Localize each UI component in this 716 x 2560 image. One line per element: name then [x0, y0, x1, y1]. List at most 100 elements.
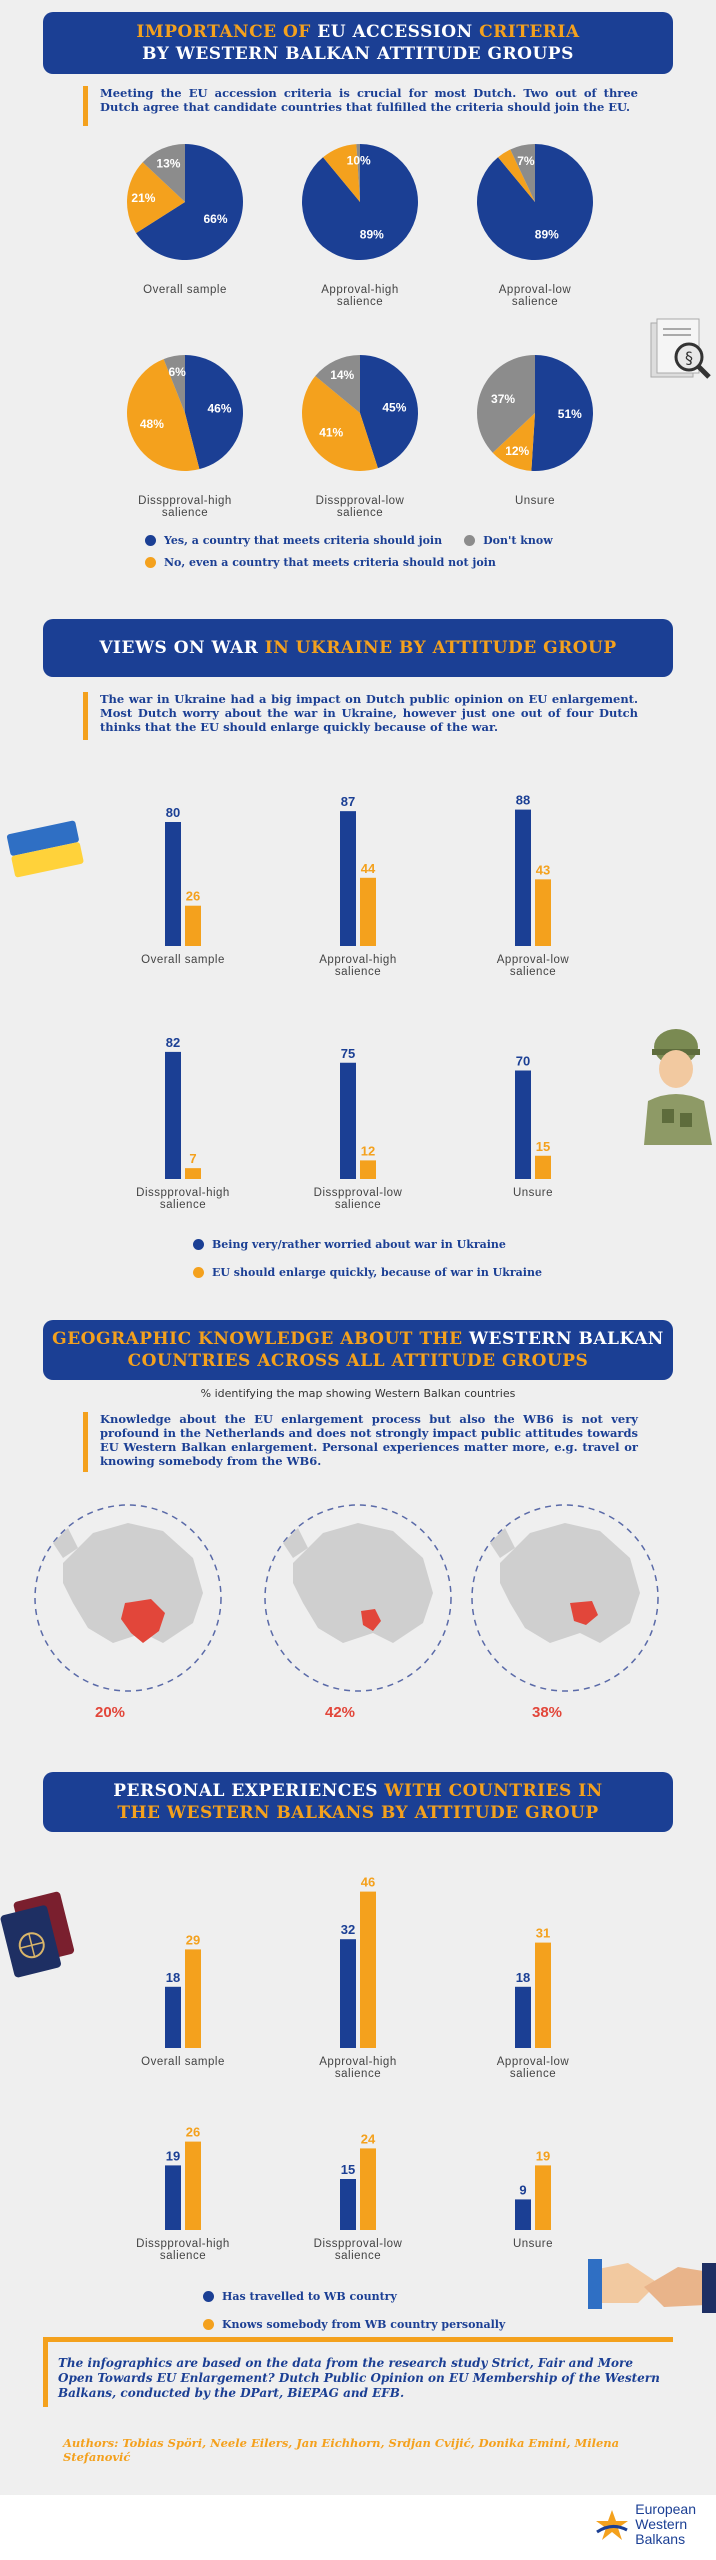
bar-value-label: 19 [166, 2148, 180, 2163]
document-magnifier-icon: § [650, 318, 711, 379]
experience-legend: Has travelled to WB country Knows somebo… [203, 2285, 603, 2335]
legend-no-swatch [145, 556, 156, 568]
bar-pair: 87 44 [340, 794, 376, 946]
section2-title-b: IN UKRAINE BY ATTITUDE GROUP [264, 638, 617, 658]
bar-value-label: 26 [186, 2125, 200, 2140]
footer-note: The infographics are based on the data f… [43, 2337, 673, 2407]
bar-category-label: Approval-high [319, 2056, 397, 2068]
bar-value-label: 26 [186, 889, 200, 904]
section3-title-c: COUNTRIES ACROSS ALL ATTITUDE GROUPS [127, 1351, 589, 1371]
pie-slice-label: 48% [140, 417, 164, 431]
section2-title-a: VIEWS ON WAR [99, 638, 265, 658]
footer-note-c: , conducted by the DPart, BiEPAG and EFB… [112, 2386, 405, 2400]
pie-slice-dontknow [356, 144, 360, 202]
bar-value-label: 75 [341, 1046, 355, 1061]
logo-line3: Balkans [635, 2531, 686, 2547]
pie-chart: 51% 12% 37% [477, 355, 594, 471]
pie-slice-label: 37% [491, 392, 515, 406]
pie-slice-yes [185, 355, 243, 470]
section1-title-a: IMPORTANCE OF [136, 22, 318, 42]
bar-knows [535, 2165, 551, 2230]
bar-enlarge [185, 1168, 201, 1179]
pie-slice-no [323, 144, 360, 202]
pie-slice-label: 7% [517, 154, 535, 168]
pie-slice-no [498, 149, 535, 202]
bar-knows [185, 1949, 201, 2048]
pie-slice-no [302, 376, 378, 471]
pie-slice-yes [531, 355, 594, 471]
pie-category-label: Overall sample [143, 284, 227, 296]
europe-map [34, 1504, 222, 1692]
section1-title-d: BY WESTERN BALKAN ATTITUDE GROUPS [142, 44, 574, 64]
legend-yes-swatch [145, 534, 156, 546]
pie-slice-label: 21% [131, 191, 155, 205]
pie-slice-no [127, 162, 185, 234]
svg-text:§: § [685, 348, 693, 367]
legend-no-label: No, even a country that meets criteria s… [164, 555, 496, 569]
bar-enlarge [535, 879, 551, 946]
legend-dontknow-label: Don't know [483, 533, 553, 547]
bar-knows [535, 1942, 551, 2048]
bar-value-label: 15 [536, 1139, 550, 1154]
footer-authors: Authors: Tobias Spöri, Neele Eilers, Jan… [63, 2436, 620, 2464]
bar-value-label: 70 [516, 1054, 530, 1069]
europe-landmass [63, 1523, 203, 1643]
bar-value-label: 24 [361, 2131, 376, 2146]
bar-category-label: Unsure [512, 1187, 554, 1199]
ukraine-flag-icon [6, 820, 84, 878]
pie-slice-yes [136, 144, 243, 260]
pie-slice-label: 10% [347, 153, 371, 167]
balkan-highlight [361, 1609, 381, 1631]
legend-dontknow-swatch [464, 534, 476, 546]
bar-enlarge [535, 1155, 551, 1179]
pie-chart: 89% 10% [302, 144, 418, 260]
uk-landmass [283, 1528, 308, 1558]
bar-worried [340, 811, 356, 946]
map-percentage: 42% [324, 1704, 356, 1721]
bar-pair: 75 12 [340, 1046, 376, 1179]
pie-slice-label: 66% [203, 212, 227, 226]
bar-worried [515, 1070, 531, 1179]
pie-slice-label: 45% [382, 401, 406, 415]
bar-worried [515, 809, 531, 946]
europe-map [264, 1504, 452, 1692]
uk-landmass [490, 1528, 515, 1558]
footer-note-a: The infographics are based on the data f… [58, 2356, 492, 2370]
section2-banner: VIEWS ON WAR IN UKRAINE BY ATTITUDE GROU… [43, 619, 673, 677]
bar-value-label: 29 [186, 1932, 200, 1947]
section2-intro: The war in Ukraine had a big impact on D… [83, 692, 638, 740]
legend-travelled-label: Has travelled to WB country [222, 2289, 397, 2303]
bar-enlarge [185, 905, 201, 946]
bar-travelled [340, 2179, 356, 2230]
pie-legend: Yes, a country that meets criteria shoul… [145, 529, 625, 573]
pie-slice-label: 46% [208, 402, 232, 416]
pie-slice-dontknow [510, 144, 535, 202]
pie-slice-no [492, 413, 535, 471]
bar-pair: 70 15 [515, 1054, 551, 1179]
bar-travelled [515, 2199, 531, 2230]
bar-travelled [340, 1939, 356, 2048]
bar-travelled [165, 2165, 181, 2230]
pie-slice-dontknow [142, 144, 185, 202]
pie-chart: 45% 41% 14% [302, 355, 419, 471]
pie-slice-label: 89% [535, 228, 559, 242]
bar-travelled [515, 1986, 531, 2048]
legend-knows-swatch [203, 2318, 214, 2330]
pie-slice-dontknow [477, 355, 535, 453]
bar-category-label: Disspproval-high [136, 1187, 230, 1199]
pie-chart: 89% 7% [477, 144, 593, 260]
pie-slice-label: 13% [156, 157, 180, 171]
legend-enlarge-swatch [193, 1266, 204, 1278]
bar-value-label: 12 [361, 1143, 375, 1158]
bar-value-label: 44 [361, 861, 376, 876]
legend-worried-label: Being very/rather worried about war in U… [212, 1237, 506, 1251]
europe-map [471, 1504, 659, 1692]
bar-enlarge [360, 1160, 376, 1179]
pie-slice-dontknow [163, 355, 185, 413]
section3-title-b: WESTERN BALKAN [468, 1329, 664, 1349]
pie-slice-yes [360, 355, 419, 469]
legend-knows-label: Knows somebody from WB country personall… [222, 2317, 506, 2331]
bar-value-label: 43 [536, 862, 550, 877]
